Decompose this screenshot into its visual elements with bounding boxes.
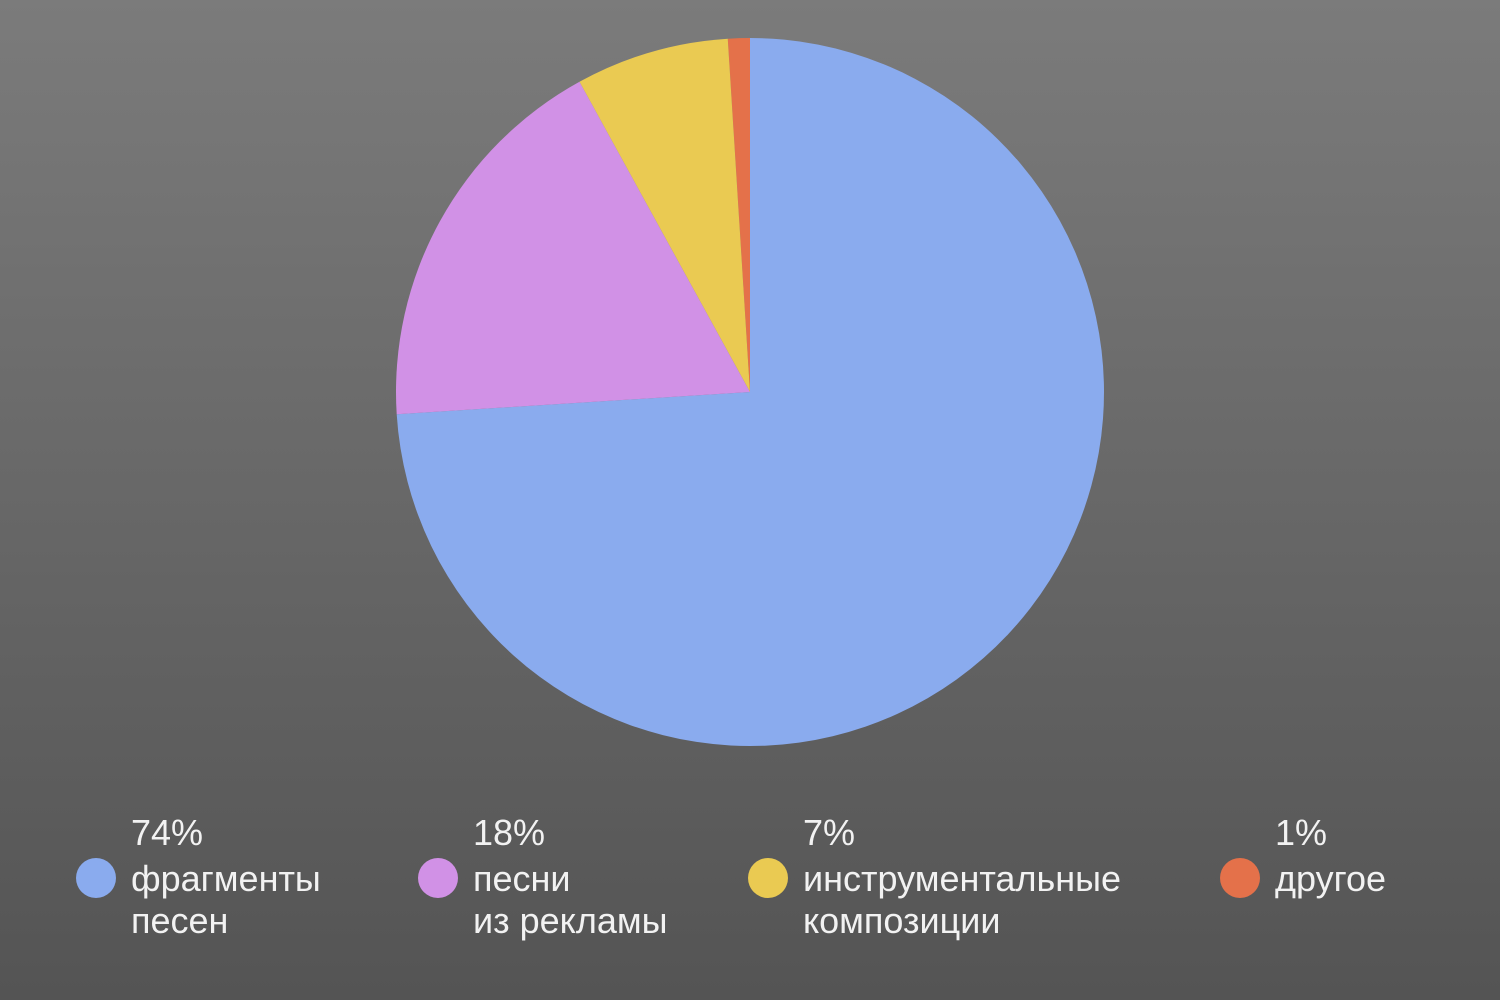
legend-swatch (748, 858, 788, 898)
legend-label: фрагменты песен (131, 858, 321, 941)
legend-swatch (1220, 858, 1260, 898)
value-label: 1% (1275, 812, 1328, 853)
legend-item: 18% песни из рекламы (418, 812, 668, 942)
value-label: 7% (803, 812, 856, 853)
legend-label: песни из рекламы (473, 858, 668, 941)
legend-item: 74% фрагменты песен (76, 812, 321, 942)
pie-chart (396, 38, 1105, 746)
value-label: 74% (131, 812, 204, 853)
pie-slice (396, 81, 750, 415)
legend-swatch (418, 858, 458, 898)
legend-item: 7% инструментальные композиции (748, 812, 1121, 942)
value-label: 18% (473, 812, 546, 853)
pie-slice (579, 38, 750, 392)
legend-swatch (76, 858, 116, 898)
legend-item: 1% другое (1220, 812, 1387, 900)
pie-slice (396, 38, 1105, 746)
pie-slice (727, 38, 750, 392)
legend-label: инструментальные композиции (803, 858, 1121, 941)
legend-label: другое (1275, 858, 1387, 899)
